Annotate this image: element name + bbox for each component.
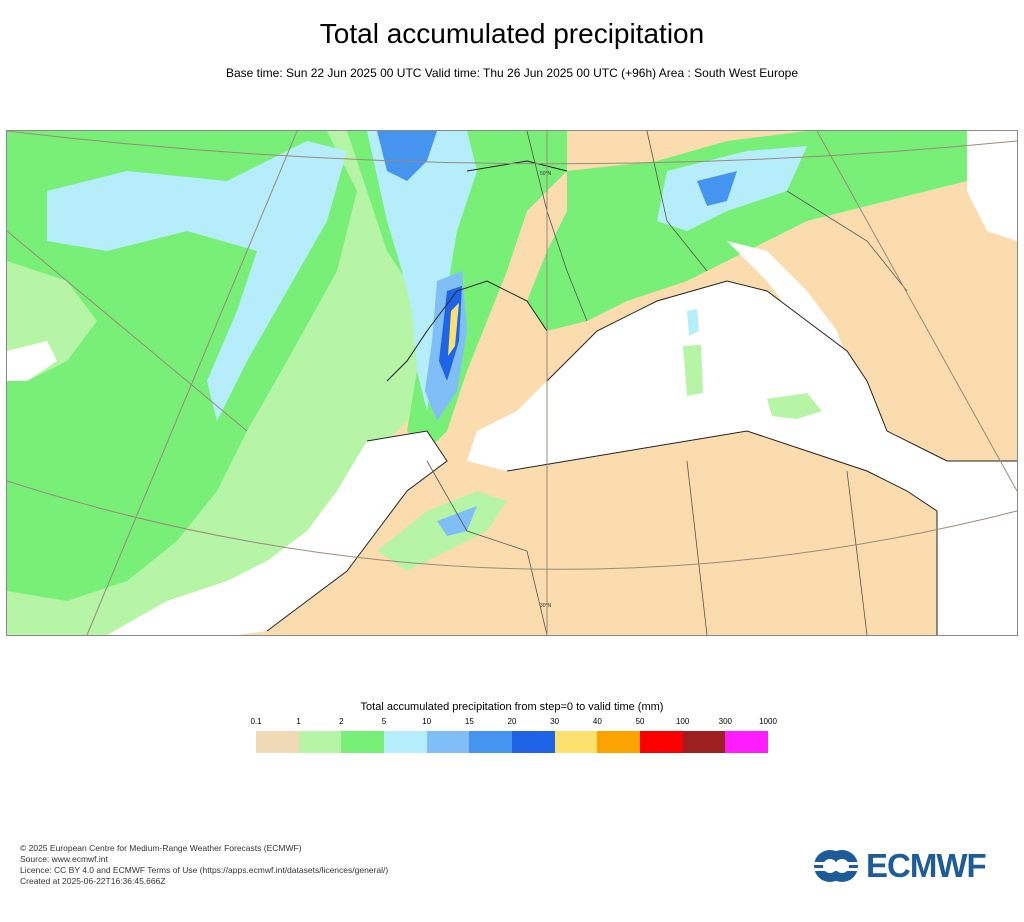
ecmwf-logo-icon	[812, 850, 860, 882]
precip-zone-alps-15	[697, 171, 737, 206]
legend-tick-label: 50	[635, 717, 645, 726]
legend-swatch	[512, 731, 555, 753]
precip-zone-front-5	[367, 131, 477, 411]
country-borders	[426, 131, 908, 635]
legend-swatch	[426, 731, 470, 753]
legend-swatch	[384, 731, 427, 753]
legend-swatch	[597, 731, 641, 753]
atlantic-ocean-south	[107, 431, 447, 635]
legend-tick-labels: 0.1 1 2 5 10 15 20 30 40 50 100 300 1000	[250, 717, 776, 729]
legend-swatch	[256, 731, 299, 753]
precip-zone-front-15	[377, 131, 437, 181]
atlantic-clear-patch	[7, 341, 57, 381]
footer-source: Source: www.ecmwf.int	[20, 854, 108, 864]
legend-tick-label: 1	[296, 717, 301, 726]
map-canvas: 30°N 50°N	[7, 131, 1017, 635]
legend-tick-label: 20	[507, 717, 517, 726]
legend-swatch	[341, 731, 385, 753]
precip-zone-5mm	[47, 141, 347, 421]
legend-tick-label: 2	[339, 717, 344, 726]
page-subtitle: Base time: Sun 22 Jun 2025 00 UTC Valid …	[226, 66, 798, 80]
legend-swatch	[725, 731, 769, 753]
legend-tick-label: 10	[422, 717, 432, 726]
grid-label-30n: 30°N	[540, 603, 552, 609]
grid-label-50n: 50°N	[540, 171, 552, 177]
page-title: Total accumulated precipitation	[319, 18, 705, 49]
footer-credits: © 2025 European Centre for Medium-Range …	[20, 843, 388, 887]
legend-color-bar	[256, 731, 769, 753]
footer-created: Created at 2025-06-22T16:36:45.666Z	[20, 876, 166, 886]
black-sea	[967, 131, 1017, 241]
legend-tick-label: 40	[592, 717, 602, 726]
precip-zone-iberia-40	[448, 303, 459, 356]
precip-zone-alps	[527, 131, 967, 331]
legend-swatch	[298, 731, 342, 753]
legend-tick-label: 30	[550, 717, 560, 726]
legend-title: Total accumulated precipitation from ste…	[360, 701, 664, 713]
legend-swatch	[640, 731, 683, 753]
legend-swatch	[682, 731, 726, 753]
footer-licence: Licence: CC BY 4.0 and ECMWF Terms of Us…	[20, 865, 389, 875]
adriatic-sea	[727, 241, 847, 361]
sardinia	[683, 345, 703, 396]
legend-tick-label: 5	[381, 717, 387, 726]
legend-swatch	[469, 731, 513, 753]
graticule	[7, 131, 1017, 635]
legend-tick-label: 300	[718, 717, 733, 726]
precip-zone-atlas-10	[437, 506, 477, 536]
corsica	[687, 309, 699, 336]
legend-tick-label: 1000	[759, 717, 777, 726]
legend-tick-label: 0.1	[250, 717, 262, 726]
ecmwf-logo[interactable]: ECMWF	[812, 846, 1008, 886]
legend-swatch	[554, 731, 598, 753]
footer-copyright: © 2025 European Centre for Medium-Range …	[20, 843, 302, 853]
ecmwf-logo-text: ECMWF	[866, 847, 987, 884]
legend-tick-label: 100	[675, 717, 690, 726]
legend-tick-label: 15	[464, 717, 474, 726]
precip-zone-alps-5	[657, 146, 807, 231]
coastlines	[266, 160, 1017, 635]
sicily	[767, 393, 822, 419]
mediterranean-sea	[467, 281, 1017, 635]
precipitation-map[interactable]: 30°N 50°N	[6, 130, 1018, 636]
